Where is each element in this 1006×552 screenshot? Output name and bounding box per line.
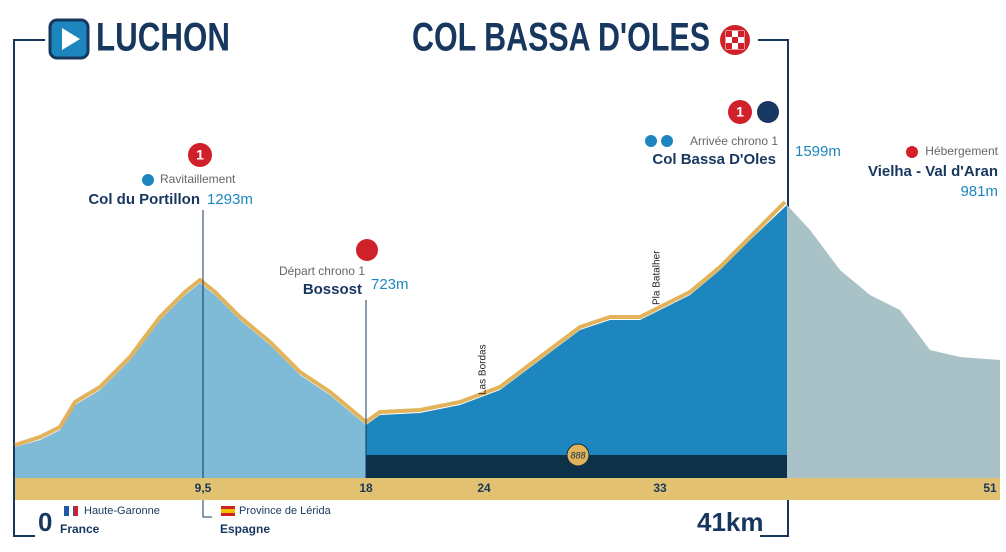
profile-before [15, 283, 366, 478]
altitude: 1293m [207, 191, 253, 208]
badge-text: 1 [736, 104, 744, 120]
point-name: Bossost [303, 281, 362, 298]
chrono-band [366, 455, 787, 478]
service: Arrivée chrono 1 [690, 134, 778, 148]
frame-left [13, 39, 45, 537]
start-km: 0 [38, 507, 52, 537]
start-title: LUCHON [96, 16, 230, 60]
km-label: 9,5 [195, 481, 212, 495]
altitude: 1599m [795, 143, 841, 160]
point-name: Vielha - Val d'Aran [868, 163, 998, 180]
badge [188, 143, 212, 167]
km-band [15, 478, 1000, 500]
point-name: Col du Portillon [88, 191, 200, 208]
altitude: 723m [371, 276, 409, 293]
border-line [202, 500, 212, 518]
km-label: 51 [983, 481, 997, 495]
finish-km: 41km [697, 507, 764, 537]
point-name: Col Bassa D'Oles [652, 151, 776, 168]
profile-edge [14, 200, 787, 447]
altitude: 981m [960, 183, 998, 200]
km-label: 33 [653, 481, 667, 495]
place: Las Bordas [478, 344, 489, 395]
flag-fr [74, 506, 78, 516]
flag-es [221, 509, 235, 513]
country: France [60, 522, 100, 536]
service: Hébergement [925, 144, 998, 158]
finish-icon-check [726, 31, 744, 49]
km-label: 24 [477, 481, 491, 495]
timing-badge: 888 [570, 450, 585, 460]
finish-badge-icon [757, 101, 779, 123]
service: Départ chrono 1 [279, 264, 365, 278]
country: Espagne [220, 522, 270, 536]
finish-title: COL BASSA D'OLES [412, 16, 710, 60]
badge-text: 1 [196, 147, 204, 163]
region: Province de Lérida [239, 505, 332, 517]
service-icon [906, 146, 918, 158]
start-icon-arrow [62, 28, 80, 50]
timing-icon [566, 443, 590, 467]
service-icon [356, 239, 378, 261]
km-label: 18 [359, 481, 373, 495]
region: Haute-Garonne [84, 505, 160, 517]
service-icon [645, 135, 657, 147]
service-icon [661, 135, 673, 147]
badge [728, 100, 752, 124]
place: Pla Batalher [652, 250, 663, 305]
profile-after [787, 205, 1000, 478]
service: Ravitaillement [160, 172, 236, 186]
service-icon [142, 174, 154, 186]
flag-fr [69, 506, 73, 516]
profile-chrono [366, 205, 787, 478]
